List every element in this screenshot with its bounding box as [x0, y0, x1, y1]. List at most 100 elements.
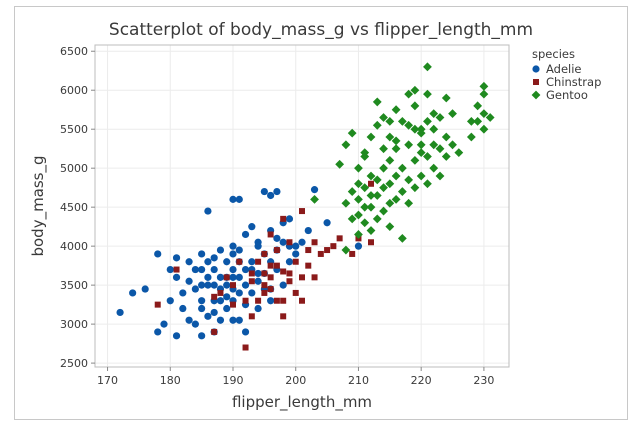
adelie-point [198, 332, 206, 340]
gentoo-point [479, 124, 489, 134]
adelie-point [154, 250, 162, 258]
chinstrap-point [267, 286, 274, 293]
gentoo-point [385, 155, 395, 165]
adelie-point [248, 289, 256, 297]
adelie-point [204, 207, 212, 215]
adelie-point [172, 273, 181, 281]
y-tick-label: 5500 [60, 123, 88, 136]
chinstrap-point [317, 250, 324, 257]
x-tick-label: 200 [285, 374, 306, 387]
adelie-point [273, 187, 281, 196]
chinstrap-point [280, 215, 287, 222]
gentoo-point [379, 206, 388, 216]
adelie-point [235, 289, 243, 297]
chinstrap-point [273, 247, 280, 254]
gentoo-point [372, 97, 382, 107]
y-tick-label: 2500 [60, 357, 88, 370]
y-tick-label: 4000 [60, 240, 88, 253]
x-tick-label: 220 [411, 374, 432, 387]
adelie-point [254, 277, 262, 285]
chinstrap-point [255, 258, 262, 265]
adelie-point [198, 250, 206, 258]
gentoo-point [429, 140, 439, 150]
gentoo-point [354, 210, 363, 220]
gentoo-point [423, 117, 432, 126]
chinstrap-point [211, 293, 218, 300]
y-axis-ticks: 2500 3000 3500 4000 4500 5000 5500 6000 6500 [60, 45, 95, 370]
gentoo-point [379, 144, 388, 154]
gentoo-point [423, 152, 432, 161]
gentoo-point [354, 163, 363, 173]
adelie-point [285, 258, 294, 266]
gentoo-point [360, 218, 370, 228]
adelie-point [204, 312, 212, 320]
adelie-point [304, 226, 312, 235]
gentoo-point [441, 132, 451, 142]
legend-label-gentoo: Gentoo [546, 88, 588, 102]
adelie-point [185, 316, 193, 324]
chinstrap-point [267, 231, 274, 238]
x-axis-label: flipper_length_mm [232, 393, 372, 412]
chinstrap-point [368, 180, 374, 187]
chinstrap-point [154, 301, 161, 308]
gentoo-point [404, 140, 414, 150]
adelie-point [241, 230, 250, 239]
gentoo-point [441, 152, 451, 161]
chinstrap-point [242, 344, 249, 351]
grid-lines [95, 45, 509, 367]
gentoo-point [360, 183, 370, 193]
gentoo-point [341, 140, 351, 150]
adelie-point [191, 265, 199, 274]
adelie-point [210, 308, 218, 317]
adelie-point [235, 273, 243, 281]
y-tick-label: 4500 [60, 201, 88, 214]
gentoo-legend-marker [531, 90, 541, 100]
chart-title: Scatterplot of body_mass_g vs flipper_le… [109, 20, 533, 40]
gentoo-point [366, 132, 376, 142]
chinstrap-point [280, 297, 287, 304]
chinstrap-point [299, 274, 305, 281]
adelie-point [254, 304, 262, 313]
gentoo-point [354, 194, 363, 204]
chinstrap-point [230, 282, 236, 289]
gentoo-point [397, 233, 407, 243]
gentoo-point [435, 171, 445, 181]
y-tick-label: 5000 [60, 162, 88, 175]
gentoo-point [366, 171, 376, 181]
chinstrap-point [248, 270, 255, 277]
gentoo-point [416, 148, 426, 157]
gentoo-point [410, 85, 420, 95]
chinstrap-point [305, 247, 312, 254]
gentoo-point [423, 62, 432, 72]
adelie-point [354, 242, 363, 250]
adelie-point [160, 320, 168, 328]
gentoo-point [410, 124, 420, 134]
y-tick-label: 3000 [60, 318, 88, 331]
adelie-point [223, 304, 231, 313]
adelie-point [179, 304, 187, 313]
gentoo-point [354, 179, 363, 189]
chinstrap-point [311, 239, 318, 246]
gentoo-point [429, 124, 439, 134]
adelie-point [323, 219, 331, 227]
gentoo-point [385, 198, 395, 208]
chinstrap-point [299, 297, 305, 304]
adelie-point [154, 328, 162, 336]
adelie-point [204, 281, 212, 289]
gentoo-point [404, 89, 414, 99]
gentoo-point [335, 159, 345, 169]
gentoo-point [435, 113, 445, 122]
adelie-point [204, 258, 212, 266]
chinstrap-point [286, 278, 293, 285]
gentoo-point [435, 144, 445, 154]
chinstrap-point [286, 239, 293, 246]
gentoo-point [429, 109, 439, 119]
gentoo-point [423, 179, 432, 189]
adelie-point [223, 258, 231, 266]
gentoo-point [372, 175, 382, 185]
adelie-point [254, 269, 262, 278]
chinstrap-point [292, 289, 299, 296]
chinstrap-point [267, 274, 274, 281]
adelie-point [216, 316, 225, 324]
gentoo-point [391, 136, 401, 146]
